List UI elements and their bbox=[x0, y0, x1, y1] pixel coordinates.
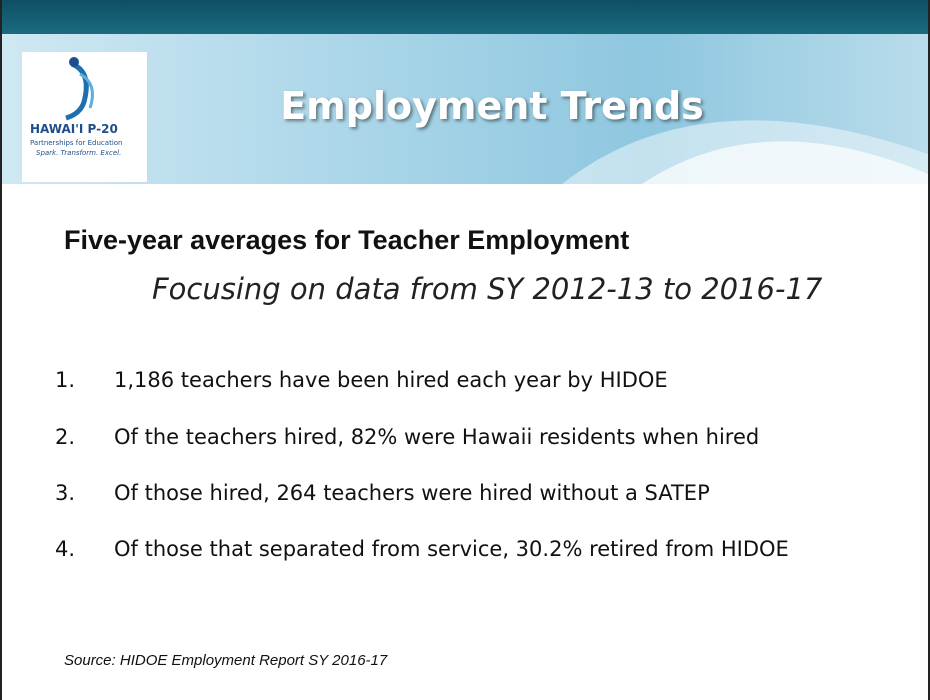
subheading: Focusing on data from SY 2012-13 to 2016… bbox=[152, 272, 823, 306]
item-number: 1. bbox=[55, 368, 76, 392]
item-number: 4. bbox=[55, 537, 76, 561]
source-note: Source: HIDOE Employment Report SY 2016-… bbox=[64, 652, 388, 669]
item-number: 2. bbox=[55, 425, 76, 449]
heading: Five-year averages for Teacher Employmen… bbox=[64, 225, 630, 255]
header-decoration bbox=[562, 120, 928, 184]
logo-line: Partnerships for Education bbox=[30, 139, 123, 147]
logo-icon bbox=[65, 57, 94, 121]
item-text: Of those hired, 264 teachers were hired … bbox=[114, 481, 710, 505]
slide-title: Employment Trends bbox=[280, 84, 704, 128]
item-text: Of the teachers hired, 82% were Hawaii r… bbox=[114, 425, 760, 449]
item-number: 3. bbox=[55, 481, 76, 505]
logo-tagline: Spark. Transform. Excel. bbox=[36, 149, 122, 157]
logo-name: HAWAI'I P-20 bbox=[30, 122, 118, 136]
item-text: Of those that separated from service, 30… bbox=[114, 537, 789, 561]
top-bar bbox=[2, 0, 928, 34]
header-band: HAWAI'I P-20 Partnerships for Education … bbox=[2, 34, 928, 184]
item-text: 1,186 teachers have been hired each year… bbox=[114, 368, 668, 392]
logo: HAWAI'I P-20 Partnerships for Education … bbox=[22, 52, 147, 182]
